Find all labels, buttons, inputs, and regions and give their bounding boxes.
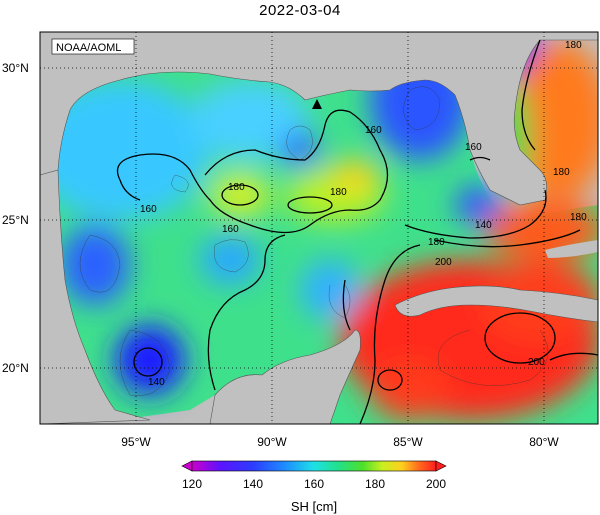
cuba: [394, 285, 598, 323]
contour-label: 140: [475, 220, 492, 231]
colorbar: 120 140 160 180 200 SH [cm]: [181, 460, 447, 514]
colorbar-tick: 120: [182, 477, 202, 491]
graticule: [40, 32, 598, 424]
colorbar-tick: 180: [365, 477, 385, 491]
colorbar-min-arrow: [181, 460, 193, 472]
contour-label: 160: [465, 142, 482, 153]
contour-label: 160: [140, 204, 157, 215]
colorbar-tick: 200: [426, 477, 446, 491]
lat-label: 25°N: [2, 213, 29, 227]
contour-label: 180: [428, 237, 445, 248]
contour-label: 200: [435, 257, 452, 268]
contour-label: 140: [148, 377, 165, 388]
lon-label: 95°W: [121, 435, 151, 449]
contour-label: 200: [528, 357, 545, 368]
yucatan-peninsula: [209, 329, 361, 424]
mexico-coast: [40, 169, 151, 424]
lat-label: 30°N: [2, 61, 29, 75]
map-field: 180 160 160 180 180 160 180 160 140 180 …: [40, 32, 598, 424]
source-label-box: [51, 38, 135, 55]
colorbar-max-arrow: [435, 460, 447, 472]
contour-label-group: 180 160 160 180 180 160 180 160 140 180 …: [140, 40, 587, 388]
map-date-title: 2022-03-04: [259, 2, 341, 19]
contour-label: 180: [330, 187, 347, 198]
contour-label: 180: [570, 212, 587, 223]
colorbar-gradient: [191, 460, 437, 472]
source-label: NOAA/AOML: [56, 42, 121, 54]
contour-label: 180: [228, 182, 245, 193]
colorbar-tick: 160: [304, 477, 324, 491]
contour-label: 180: [565, 40, 582, 51]
bahamas: [545, 240, 598, 258]
colorbar-title: SH [cm]: [291, 499, 337, 514]
us-gulf-coast: [40, 32, 598, 206]
lon-label: 85°W: [393, 435, 423, 449]
lat-label: 20°N: [2, 361, 29, 375]
contour-lines: [116, 39, 598, 424]
lon-label: 80°W: [529, 435, 559, 449]
contour-label: 160: [222, 224, 239, 235]
map-frame: [39, 31, 599, 425]
contour-label: 160: [365, 125, 382, 136]
triangle-marker: [312, 99, 322, 109]
colorbar-tick: 140: [243, 477, 263, 491]
contour-label: 180: [553, 167, 570, 178]
minor-contours: [79, 86, 549, 396]
lon-label: 90°W: [257, 435, 287, 449]
